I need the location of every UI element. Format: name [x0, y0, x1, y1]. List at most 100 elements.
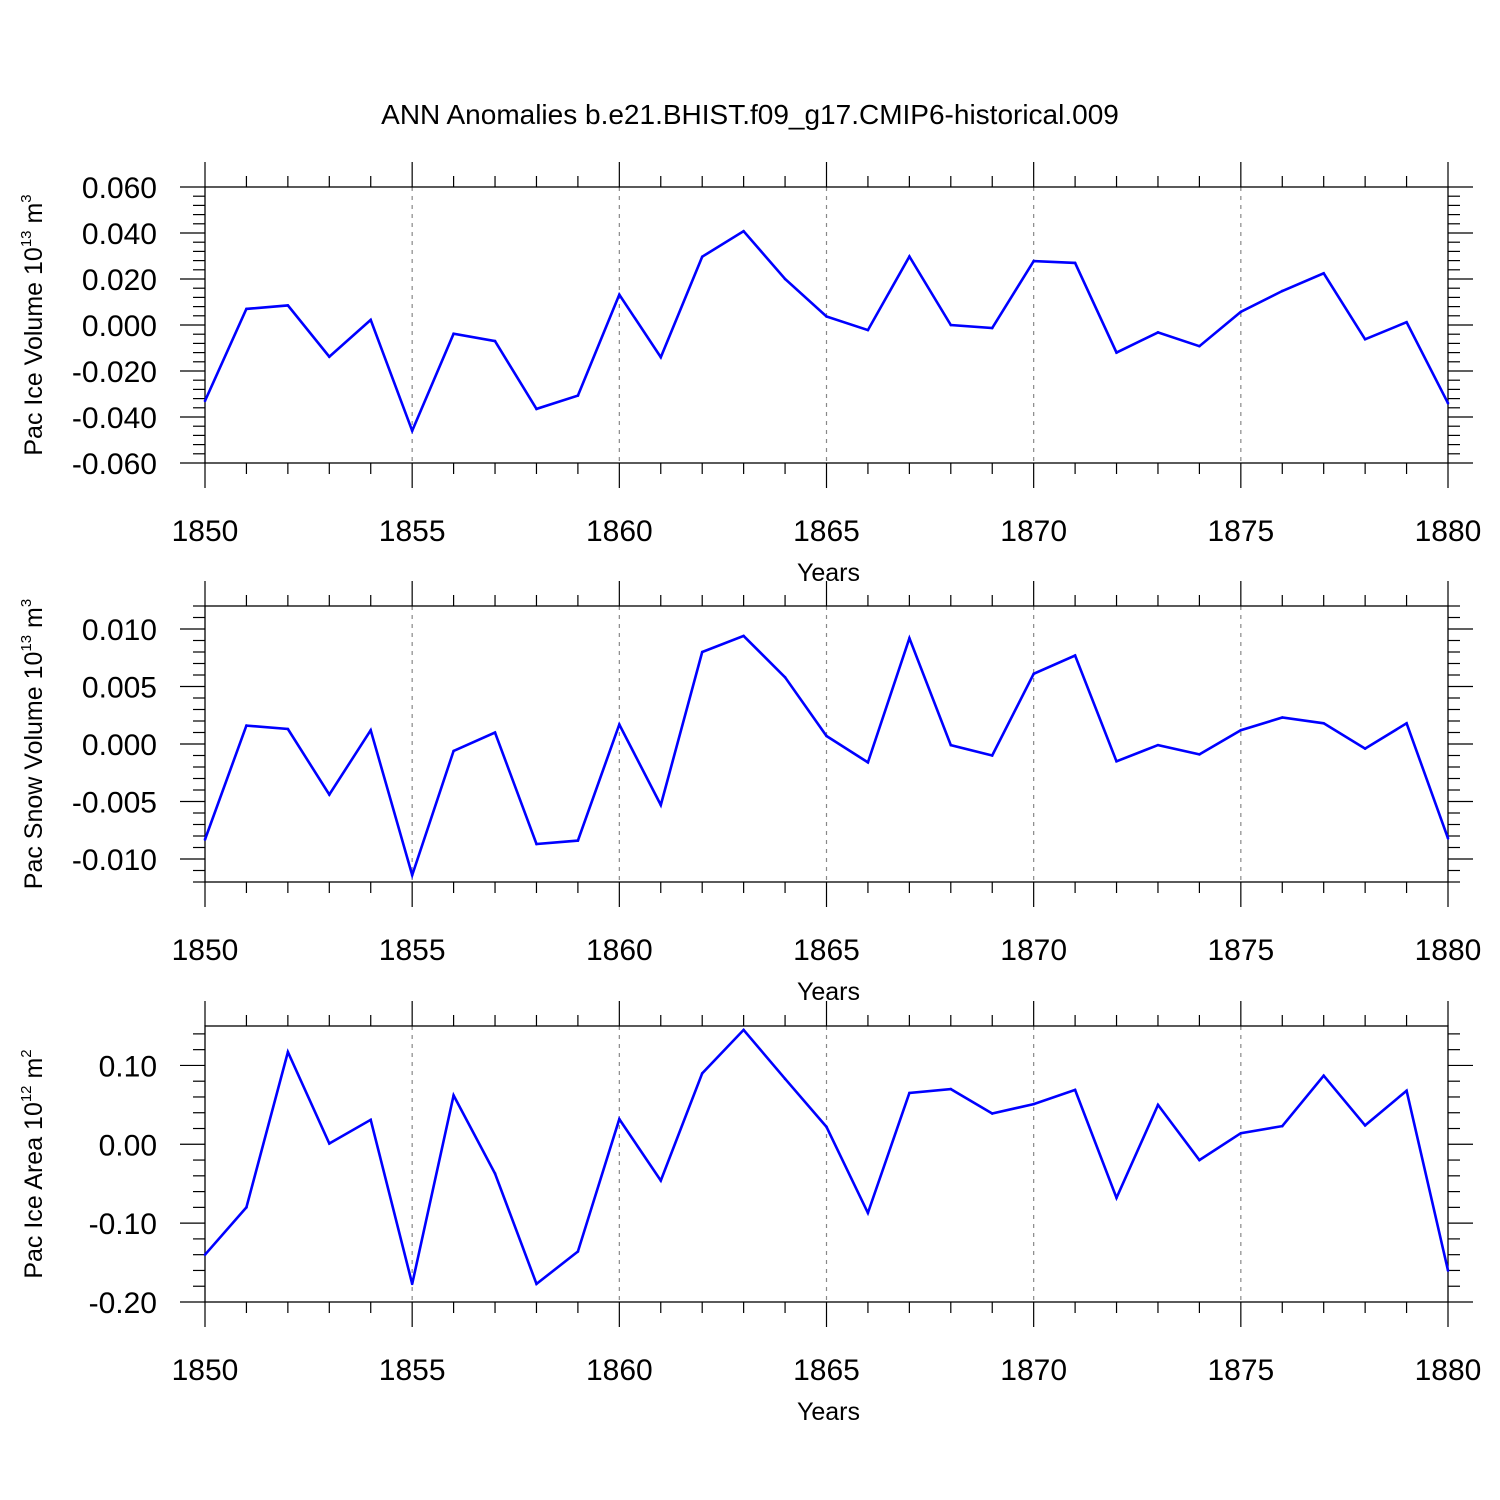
data-point — [203, 399, 207, 403]
y-tick-label: 0.020 — [82, 264, 157, 297]
data-point — [1156, 331, 1160, 334]
data-point — [410, 429, 414, 433]
data-point — [1363, 337, 1367, 341]
data-point — [1446, 1269, 1450, 1272]
x-axis-label: Years — [797, 559, 860, 587]
y-tick-label: 0.060 — [82, 172, 157, 205]
x-tick-label: 1855 — [379, 515, 446, 548]
data-point — [949, 743, 953, 747]
data-point — [866, 1211, 870, 1215]
data-point — [908, 255, 911, 258]
data-point — [576, 1250, 580, 1253]
data-point — [659, 1179, 663, 1182]
panel-ice-area: -0.20 -0.10 0.00 0.10 1850 1855 1860 1865 1870 18… — [18, 1001, 1481, 1426]
data-point — [1073, 654, 1077, 657]
x-tick-label: 1880 — [1415, 1354, 1482, 1387]
x-tick-label: 1880 — [1415, 934, 1482, 967]
data-point — [1405, 722, 1408, 725]
data-point — [783, 676, 787, 679]
x-tick-label: 1860 — [586, 934, 653, 967]
data-point — [618, 1117, 621, 1121]
x-tick-label: 1855 — [379, 934, 446, 967]
data-point — [742, 1028, 745, 1032]
data-point — [576, 394, 580, 397]
data-point — [493, 1172, 497, 1175]
data-point — [369, 728, 373, 732]
data-point — [328, 355, 331, 359]
y-tick-label: -0.060 — [72, 448, 157, 481]
data-point — [328, 1142, 331, 1145]
chart-title: ANN Anomalies b.e21.BHIST.f09_g17.CMIP6-… — [381, 99, 1119, 130]
data-point — [1239, 1131, 1243, 1135]
x-tick-label: 1855 — [379, 1354, 446, 1387]
data-point — [742, 634, 745, 638]
y-axis-label: Pac Ice Volume 1013 m3 — [18, 194, 48, 455]
data-point — [452, 332, 455, 336]
data-point — [1198, 344, 1201, 348]
data-point — [535, 1282, 538, 1286]
data-point — [1405, 320, 1408, 324]
y-tick-label: -0.20 — [89, 1287, 157, 1320]
data-point — [1198, 753, 1201, 756]
x-tick-label: 1865 — [793, 934, 860, 967]
panel-ice-volume: -0.060 -0.040 -0.020 0.000 0.020 0.040 0.060 18… — [18, 162, 1481, 587]
x-tick-label: 1875 — [1207, 934, 1274, 967]
data-point — [700, 650, 704, 654]
data-point — [1032, 672, 1035, 676]
x-axis-label: Years — [797, 978, 860, 1006]
data-point — [1115, 351, 1118, 354]
data-point — [825, 1125, 828, 1129]
data-point — [1073, 261, 1077, 265]
data-point — [990, 326, 994, 330]
y-axis-label: Pac Snow Volume 1013 m3 — [18, 599, 48, 889]
x-tick-label: 1850 — [172, 1354, 239, 1387]
data-point — [203, 838, 207, 841]
data-point — [618, 723, 621, 726]
data-point — [949, 323, 953, 327]
x-tick-label: 1865 — [793, 515, 860, 548]
data-point — [1073, 1088, 1077, 1092]
data-point — [1239, 728, 1243, 732]
x-tick-label: 1875 — [1207, 515, 1274, 548]
y-tick-label: -0.010 — [72, 844, 157, 877]
data-point — [410, 1282, 414, 1286]
x-tick-label: 1870 — [1000, 934, 1067, 967]
data-point — [1280, 716, 1284, 719]
panel-snow-volume: -0.010 -0.005 0.000 0.005 0.010 1850 1855 1860 1… — [18, 581, 1481, 1006]
data-point — [825, 734, 828, 738]
x-tick-label: 1875 — [1207, 1354, 1274, 1387]
data-point — [1446, 837, 1450, 840]
data-point — [286, 727, 290, 731]
data-point — [1280, 289, 1284, 293]
data-point — [990, 1112, 994, 1115]
data-point — [203, 1253, 207, 1256]
data-point — [410, 873, 414, 877]
data-point — [700, 255, 704, 258]
y-tick-label: 0.000 — [82, 729, 157, 762]
data-point — [576, 839, 580, 842]
data-point — [328, 793, 331, 796]
y-tick-label: 0.005 — [82, 672, 157, 705]
data-point — [1239, 310, 1243, 314]
data-point — [1032, 259, 1035, 263]
data-point — [493, 731, 497, 734]
data-point — [245, 1206, 248, 1209]
data-point — [1322, 1074, 1325, 1077]
data-point — [452, 1094, 455, 1097]
data-point — [493, 339, 497, 343]
y-tick-label: 0.000 — [82, 310, 157, 343]
x-tick-label: 1870 — [1000, 515, 1067, 548]
data-point — [1115, 759, 1118, 763]
data-point — [369, 318, 373, 322]
data-point — [452, 749, 455, 753]
data-point — [866, 328, 870, 332]
data-point — [1363, 1124, 1367, 1127]
y-tick-label: -0.10 — [89, 1208, 157, 1241]
y-tick-label: 0.10 — [99, 1050, 157, 1083]
y-tick-label: -0.040 — [72, 402, 157, 435]
data-point — [1363, 747, 1367, 750]
data-point — [949, 1087, 953, 1091]
data-point — [1405, 1089, 1408, 1092]
data-point — [990, 754, 994, 757]
